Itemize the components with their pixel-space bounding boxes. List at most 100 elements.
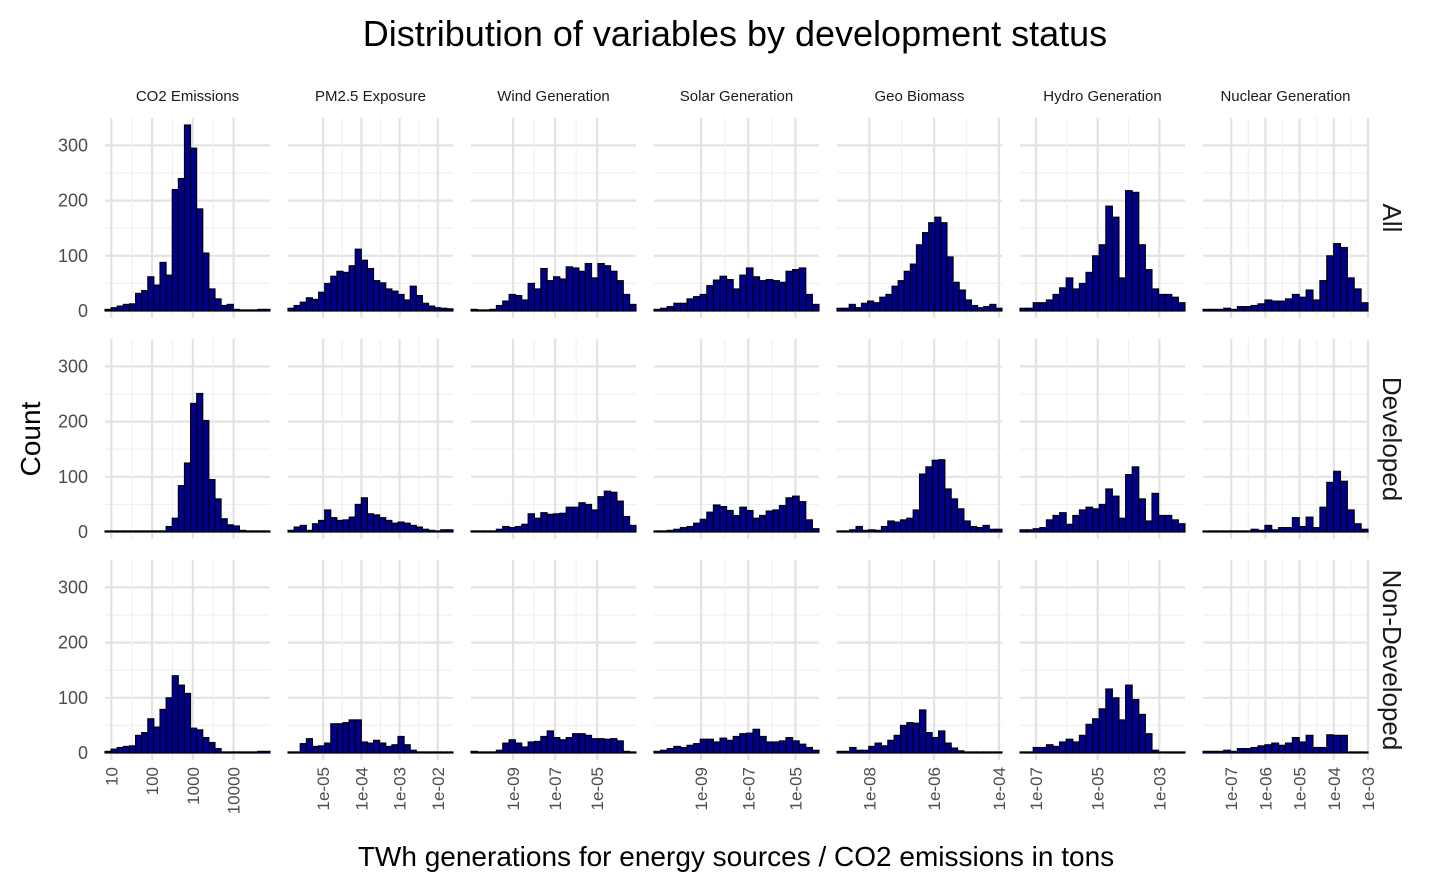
histogram-bar	[1059, 512, 1067, 533]
histogram-bar	[415, 751, 423, 754]
histogram-bar	[226, 751, 234, 754]
histogram-bar	[963, 751, 971, 754]
histogram-bar	[1078, 509, 1087, 533]
histogram-bar	[666, 529, 675, 533]
histogram-bar	[251, 751, 259, 754]
histogram-bar	[988, 751, 997, 754]
histogram-bar	[745, 509, 754, 533]
histogram-bar	[177, 485, 185, 533]
histogram-bar	[578, 502, 586, 533]
histogram-bar	[1131, 191, 1140, 312]
panel-hydro-generation-non-developed	[1019, 560, 1186, 760]
histogram-bar	[918, 709, 927, 754]
histogram-bar	[1360, 302, 1369, 312]
histogram-bar	[880, 525, 889, 533]
histogram-bar	[1312, 527, 1321, 533]
histogram-bar	[995, 528, 1003, 533]
histogram-bar	[653, 308, 662, 312]
histogram-bar	[937, 730, 946, 754]
histogram-bar	[415, 294, 423, 312]
histogram-bar	[330, 723, 338, 754]
histogram-bar	[610, 270, 618, 312]
histogram-bar	[1111, 495, 1120, 533]
histogram-bar	[950, 498, 959, 533]
histogram-bar	[1202, 530, 1211, 533]
histogram-bar	[348, 719, 356, 754]
histogram-bar	[311, 523, 320, 533]
histogram-bar	[495, 528, 504, 533]
histogram-bar	[1019, 529, 1028, 533]
histogram-bar	[778, 740, 787, 754]
histogram-bar	[565, 506, 574, 533]
histogram-bar	[421, 302, 430, 312]
histogram-bar	[772, 741, 780, 754]
histogram-bar	[263, 308, 271, 312]
histogram-bar	[726, 278, 734, 312]
histogram-bar	[610, 738, 618, 754]
panel-nuclear-generation-developed	[1202, 339, 1370, 539]
histogram-bar	[1052, 745, 1061, 754]
histogram-bar	[1125, 190, 1133, 312]
histogram-bar	[958, 289, 966, 312]
histogram-bar	[719, 737, 728, 754]
histogram-bar	[1026, 751, 1034, 754]
histogram-bar	[666, 306, 675, 312]
histogram-bar	[765, 510, 774, 533]
histogram-bar	[1092, 508, 1100, 533]
histogram-bar	[861, 529, 870, 533]
histogram-bar	[584, 503, 593, 533]
histogram-bar	[434, 751, 442, 754]
histogram-bar	[1039, 527, 1047, 533]
histogram-bar	[446, 529, 454, 533]
histogram-bar	[305, 529, 313, 533]
histogram-bar	[1278, 527, 1287, 533]
histogram-bar	[976, 527, 984, 533]
histogram-bar	[706, 738, 714, 754]
histogram-bar	[196, 392, 204, 533]
histogram-bar	[428, 529, 436, 533]
histogram-bar	[893, 521, 902, 533]
histogram-bar	[679, 746, 688, 754]
histogram-bar	[527, 741, 536, 754]
histogram-bar	[1223, 530, 1232, 533]
x-tick-label-nuclear-generation: 1e-07	[1222, 767, 1241, 810]
histogram-bar	[202, 252, 210, 312]
histogram-bar	[629, 524, 637, 533]
histogram-bar	[391, 522, 399, 533]
histogram-bar	[1339, 480, 1348, 533]
histogram-bar	[571, 267, 580, 312]
histogram-bar	[508, 739, 516, 754]
histogram-bar	[165, 697, 173, 754]
histogram-bar	[1065, 523, 1074, 533]
histogram-bar	[578, 733, 586, 754]
histogram-bar	[798, 267, 807, 312]
histogram-bar	[1151, 492, 1160, 533]
histogram-bar	[686, 744, 695, 754]
histogram-bar	[842, 307, 850, 312]
histogram-bar	[1333, 470, 1342, 533]
histogram-bar	[1045, 299, 1054, 312]
histogram-bar	[208, 288, 216, 312]
histogram-bar	[483, 309, 491, 312]
histogram-bar	[183, 124, 192, 312]
histogram-bar	[1360, 751, 1369, 754]
histogram-bar	[403, 299, 411, 312]
histogram-bar	[1019, 307, 1028, 312]
histogram-bar	[177, 684, 185, 754]
histogram-bar	[925, 732, 933, 754]
histogram-bar	[909, 263, 917, 312]
histogram-bar	[1216, 308, 1225, 312]
histogram-bar	[446, 308, 454, 312]
histogram-bar	[116, 746, 124, 754]
histogram-bar	[226, 303, 234, 312]
histogram-bar	[104, 750, 112, 754]
histogram-bar	[330, 517, 338, 533]
y-axis-label: Count	[15, 401, 46, 476]
histogram-bar	[1072, 288, 1080, 312]
histogram-bar	[1229, 530, 1238, 533]
x-tick-label-pm2-5-exposure: 1e-05	[314, 767, 333, 810]
histogram-bar	[533, 740, 542, 754]
histogram-bar	[679, 527, 688, 533]
column-strip-label-hydro-generation: Hydro Generation	[1043, 88, 1161, 105]
histogram-bar	[1216, 530, 1225, 533]
